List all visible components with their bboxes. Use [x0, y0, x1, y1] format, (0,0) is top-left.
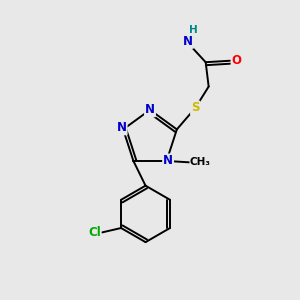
Text: Cl: Cl — [88, 226, 101, 239]
Text: N: N — [117, 122, 127, 134]
Text: O: O — [232, 54, 242, 67]
Text: H: H — [189, 25, 198, 34]
Text: N: N — [163, 154, 173, 167]
Text: S: S — [191, 101, 200, 115]
Text: N: N — [183, 35, 193, 48]
Text: N: N — [145, 103, 155, 116]
Text: CH₃: CH₃ — [190, 158, 211, 167]
